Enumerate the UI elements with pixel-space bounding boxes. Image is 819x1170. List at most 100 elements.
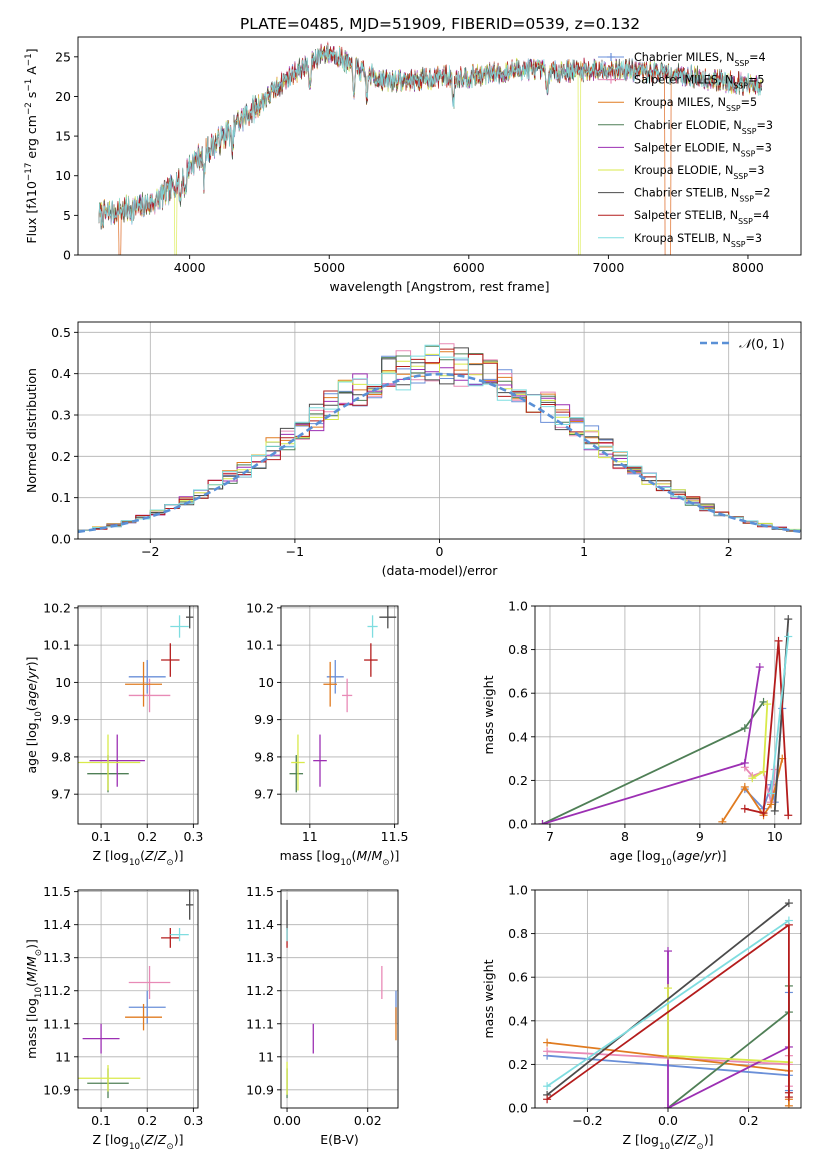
y-tick-label: 0.8 (508, 642, 528, 657)
axes-age-vs-Z: 0.1 0.2 0.3 9.7 9.8 9.9 10 10.1 10.2 Z [log10(Z/Z… (24, 600, 203, 868)
x-tick-label: −2 (141, 544, 159, 559)
y-tick-label: 11.1 (43, 1016, 71, 1031)
x-tick-label: 0.2 (137, 829, 157, 844)
y-tick-label: 9.9 (51, 712, 71, 727)
y-tick-label: 0.6 (508, 970, 528, 985)
y-tick-label: 0.1 (51, 490, 71, 505)
y-tick-label: 0.0 (508, 1101, 528, 1116)
x-tick-label: 5000 (313, 260, 345, 275)
x-tick-label: 0.00 (273, 1113, 301, 1128)
y-tick-label: 0.2 (508, 773, 528, 788)
x-tick-label: 8000 (732, 260, 764, 275)
point-chabrier-miles (128, 990, 166, 1024)
x-tick-label: 0.0 (658, 1113, 678, 1128)
plot-area-mass-vs-ebv (286, 899, 397, 1099)
y-tick-label: 10.1 (43, 638, 71, 653)
weight-line (542, 666, 761, 824)
x-tick-label: −1 (286, 544, 304, 559)
axes-mass-vs-ebv: 0.00 0.02 10.9 11 11.1 11.2 11.3 11.4 11.5 E(B-V) (246, 884, 399, 1147)
y-tick-label: 9.9 (254, 712, 274, 727)
weight-line (667, 985, 790, 1108)
x-tick-label: 0 (436, 544, 444, 559)
x-tick-label: 8 (621, 829, 629, 844)
axes-frame (77, 605, 199, 825)
y-tick-label: 9.8 (254, 749, 274, 764)
legend-label-salpeter-stelib: Salpeter STELIB, NSSP=4 (634, 209, 769, 226)
legend-label-chabrier-elodie: Chabrier ELODIE, NSSP=3 (634, 119, 773, 136)
x-tick-label: 0.1 (91, 829, 111, 844)
x-tick-label: 4000 (174, 260, 206, 275)
point-salpeter-miles (342, 678, 353, 713)
figure-title: PLATE=0485, MJD=51909, FIBERID=0539, z=0… (240, 15, 640, 33)
y-axis-label: Normed distribution (24, 368, 39, 493)
y-tick-label: 0.0 (508, 817, 528, 832)
plot-area-spectrum (98, 41, 762, 255)
axes-age-vs-mass: 11 11.5 9.7 9.8 9.9 10 10.1 10.2 mass [log10(M/M… (246, 600, 408, 868)
plot-area-weight-vs-age (538, 615, 793, 824)
point-salpeter-elodie (82, 1023, 120, 1054)
series-salpeter-stelib (740, 636, 793, 820)
y-tick-label: 0.4 (51, 366, 71, 381)
series-salpeter-elodie (664, 947, 793, 1108)
axes-weight-vs-age: 7 8 9 10 0.0 0.2 0.4 0.6 0.8 1.0 age [log10(age/yr… (481, 599, 802, 868)
point-kroupa-elodie (291, 734, 305, 791)
x-axis-label: E(B-V) (320, 1132, 359, 1147)
y-tick-label: 5 (63, 208, 71, 223)
y-tick-label: 10.2 (246, 600, 274, 615)
point-chabrier-miles (128, 660, 166, 694)
x-tick-label: 0.1 (91, 1113, 111, 1128)
plot-area-weight-vs-Z (543, 899, 793, 1108)
series-chabrier-elodie (538, 697, 768, 824)
weight-line (770, 636, 790, 794)
y-axis-label: Flux [fλ10−17 erg cm−2 s−1 A−1] (24, 48, 39, 243)
point-salpeter-elodie (89, 734, 145, 787)
x-tick-label: 6000 (453, 260, 485, 275)
y-axis-label: mass weight (481, 675, 496, 754)
x-tick-label: 2 (725, 544, 733, 559)
y-tick-label: 1.0 (508, 883, 528, 898)
y-axis-label: mass [log10(M/M⊙)] (24, 939, 44, 1059)
plot-area-mass-vs-Z (78, 890, 194, 1099)
x-axis-label: Z [log10(Z/Z⊙)] (93, 848, 184, 868)
y-tick-label: 9.8 (51, 749, 71, 764)
legend-label-chabrier-miles: Chabrier MILES, NSSP=4 (634, 51, 766, 68)
point-kroupa-elodie (78, 1065, 141, 1092)
y-tick-label: 11 (55, 1049, 71, 1064)
y-tick-label: 11.4 (246, 917, 274, 932)
point-kroupa-miles (125, 661, 162, 707)
y-tick-label: 15 (55, 129, 71, 144)
y-tick-label: 11.5 (246, 884, 274, 899)
y-tick-label: 0.3 (51, 408, 71, 423)
point-salpeter-stelib (161, 927, 180, 948)
spectrum-line-kroupa-stelib (98, 44, 762, 226)
y-tick-label: 11.4 (43, 917, 71, 932)
legend-label-kroupa-stelib: Kroupa STELIB, NSSP=3 (634, 232, 762, 249)
point-chabrier-stelib (379, 606, 397, 629)
legend-label-salpeter-elodie: Salpeter ELODIE, NSSP=3 (634, 141, 772, 158)
axes-weight-vs-Z: −0.2 0.0 0.2 0.0 0.2 0.4 0.6 0.8 1.0 Z [log10(Z/Z… (481, 883, 802, 1152)
y-tick-label: 10.9 (43, 1082, 71, 1097)
y-axis-label: age [log10(age/yr)] (24, 656, 44, 773)
legend-label-kroupa-miles: Kroupa MILES, NSSP=5 (634, 96, 757, 113)
x-tick-label: 0.3 (183, 1113, 203, 1128)
legend-label-normal: 𝒩(0, 1) (739, 336, 785, 351)
x-axis-label: wavelength [Angstrom, rest frame] (329, 279, 549, 294)
x-axis-label: Z [log10(Z/Z⊙)] (623, 1132, 714, 1152)
x-tick-label: 7000 (592, 260, 624, 275)
y-tick-label: 1.0 (508, 599, 528, 614)
weight-line (542, 701, 765, 824)
x-tick-label: 11.5 (381, 829, 409, 844)
y-tick-label: 11.5 (43, 884, 71, 899)
x-tick-label: 1 (580, 544, 588, 559)
weight-line (744, 640, 790, 816)
histogram-chabrier-stelib (78, 347, 801, 532)
plot-area-age-vs-mass (289, 606, 397, 793)
point-kroupa-miles (323, 661, 337, 707)
point-chabrier-miles (326, 660, 344, 694)
point-chabrier-elodie (289, 755, 304, 793)
series-kroupa-stelib (767, 632, 793, 798)
axes-frame (280, 889, 399, 1109)
x-axis-label: (data-model)/error (382, 563, 499, 578)
x-tick-label: 0.2 (739, 1113, 759, 1128)
